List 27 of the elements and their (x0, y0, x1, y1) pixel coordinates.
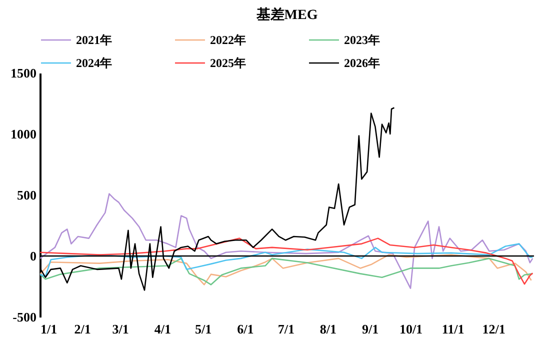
x-tick-label: 5/1 (195, 322, 212, 336)
legend-label: 2025年 (210, 56, 246, 70)
line-series (40, 193, 534, 289)
x-tick-label: 9/1 (362, 322, 379, 336)
x-tick-label: 7/1 (278, 322, 294, 336)
x-tick-label: 10/1 (399, 322, 423, 336)
line-series (40, 238, 534, 285)
y-tick-label: 0 (30, 248, 36, 264)
x-tick-label: 1/1 (40, 322, 58, 336)
y-tick-label: -500 (12, 310, 36, 324)
legend-label: 2026年 (344, 56, 380, 70)
x-tick-label: 3/1 (112, 322, 129, 336)
x-tick-label: 4/1 (154, 322, 171, 336)
y-tick-label: 1000 (10, 126, 36, 142)
x-tick-label: 2/1 (74, 322, 91, 336)
y-tick-label: 1500 (10, 66, 36, 80)
x-tick-label: 12/1 (482, 322, 506, 336)
x-tick-label: 8/1 (320, 322, 337, 336)
line-series (40, 243, 534, 278)
legend-label: 2021年 (76, 33, 112, 47)
y-tick-label: 500 (17, 188, 36, 202)
legend-label: 2024年 (76, 56, 112, 70)
legend-label: 2023年 (344, 33, 380, 47)
chart-title: 基差MEG (255, 7, 318, 23)
x-tick-label: 6/1 (237, 322, 254, 336)
x-tick-label: 11/1 (442, 322, 464, 336)
legend-label: 2022年 (210, 33, 246, 47)
